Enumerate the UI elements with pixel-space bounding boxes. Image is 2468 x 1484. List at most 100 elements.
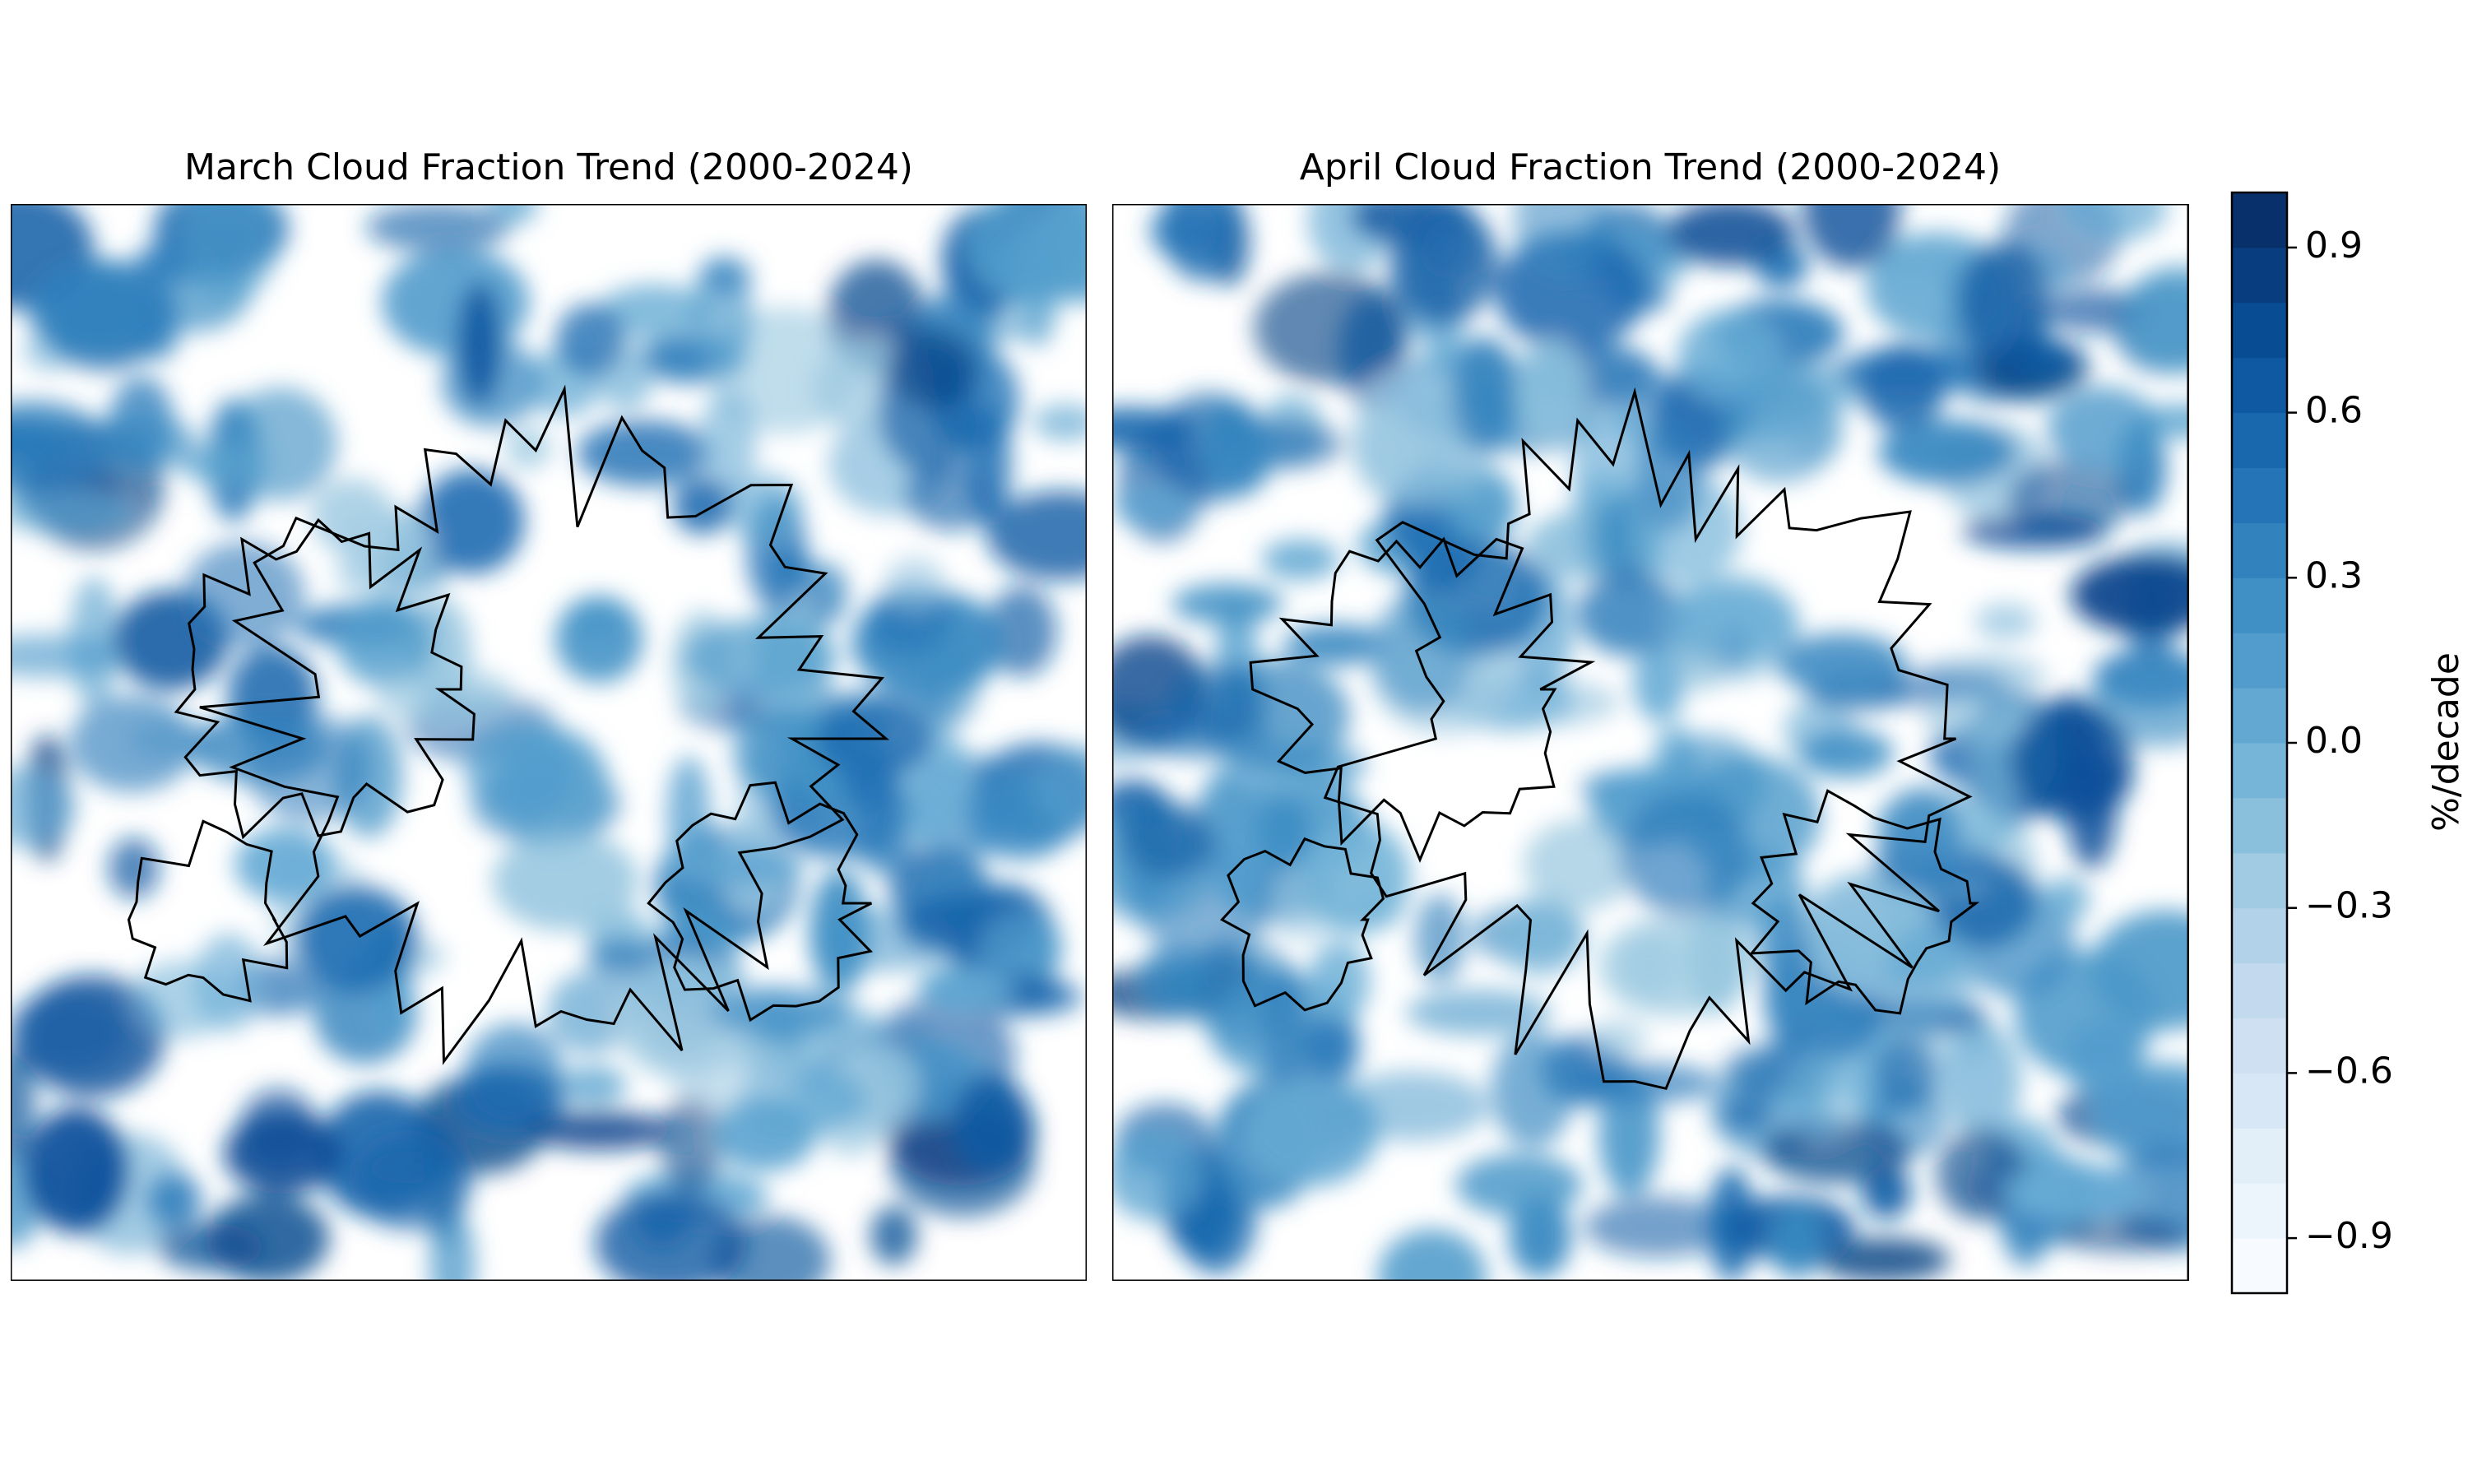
colorbar-band	[2232, 797, 2287, 854]
colorbar-tick-label: 0.9	[2305, 225, 2363, 267]
cloud-blob	[1598, 916, 1754, 1018]
map-panel	[1112, 204, 2189, 1281]
cloud-blob	[1778, 1049, 1860, 1141]
cloud-blob	[1414, 893, 1466, 985]
cloud-blob	[1377, 1229, 1487, 1281]
cloud-blob	[887, 327, 976, 409]
cloud-blob	[870, 1205, 918, 1265]
coastline	[199, 384, 890, 1065]
cloud-blob	[1263, 966, 1307, 1091]
cloud-blob	[554, 596, 643, 684]
cloud-blob	[726, 473, 804, 545]
colorbar-band	[2232, 962, 2287, 1018]
colorbar-band	[2232, 577, 2287, 633]
cloud-blob	[1958, 241, 2049, 367]
cloud-blob	[486, 204, 538, 225]
cloud-blob	[672, 478, 732, 535]
cloud-blob	[1137, 945, 1210, 1018]
map-title: March Cloud Fraction Trend (2000-2024)	[184, 146, 913, 188]
colorbar-tick-label: 0.6	[2305, 390, 2363, 432]
cloud-blob	[11, 634, 124, 678]
cloud-blob	[2059, 204, 2168, 243]
cloud-blob	[24, 1107, 128, 1234]
map-title: April Cloud Fraction Trend (2000-2024)	[1300, 146, 2001, 188]
cloud-blob	[597, 284, 710, 340]
cloud-blob	[1497, 895, 1586, 977]
cloud-blob	[1308, 940, 1371, 1023]
cloud-blob	[810, 869, 870, 995]
colorbar-band	[2232, 1073, 2287, 1129]
cloud-blob	[1515, 337, 1588, 443]
colorbar-band	[2232, 852, 2287, 909]
colorbar-band	[2232, 522, 2287, 578]
colorbar-band	[2232, 412, 2287, 468]
cloud-blob	[349, 1131, 473, 1231]
colorbar-tick-label: −0.6	[2305, 1050, 2393, 1092]
cloud-blob	[2090, 910, 2189, 1031]
cloud-blob	[224, 387, 338, 501]
cloud-blob	[129, 960, 232, 1039]
cloud-blob	[1455, 1153, 1583, 1217]
cloud-blob	[1301, 820, 1411, 935]
cloud-blob	[1255, 795, 1313, 868]
cloud-blob	[178, 445, 270, 484]
cloud-blob	[670, 1039, 796, 1112]
cloud-blob	[81, 414, 198, 471]
colorbar-band	[2232, 743, 2287, 799]
cloud-blob	[986, 586, 1057, 677]
cloud-blob	[1120, 800, 1215, 877]
cloud-blob	[1816, 1237, 1951, 1281]
cloud-blob	[1513, 204, 1612, 281]
cloud-blob	[1585, 499, 1636, 576]
coastline	[647, 781, 874, 1023]
cloud-blob	[1974, 603, 2037, 640]
cloud-blob	[1635, 423, 1704, 531]
cloud-blob	[1871, 236, 1953, 285]
cloud-blob	[1633, 642, 1686, 722]
cloud-blob	[711, 986, 851, 1037]
cloud-blob	[1261, 539, 1339, 581]
cloud-blob	[234, 828, 336, 902]
map-panel	[11, 204, 1087, 1281]
cloud-blob	[2065, 738, 2118, 870]
cloud-blob	[1859, 343, 1946, 431]
cloud-blob	[1620, 791, 1750, 917]
cloud-blob	[11, 401, 110, 494]
cloud-blob	[1204, 398, 1256, 437]
cloud-blob	[26, 258, 176, 358]
cloud-blob	[1777, 633, 1907, 696]
cloud-blob	[977, 910, 1064, 987]
cloud-blob	[1524, 819, 1637, 911]
cloud-blob	[1660, 583, 1799, 661]
colorbar-band	[2232, 1238, 2287, 1294]
coastline	[174, 517, 476, 840]
cloud-blob	[952, 1074, 1032, 1175]
cloud-blob	[699, 257, 753, 295]
cloud-blob	[1336, 1071, 1490, 1142]
cloud-blob	[365, 204, 511, 253]
cloud-blob	[2121, 265, 2189, 374]
coastline	[1323, 387, 1973, 1091]
cloud-blob	[547, 972, 633, 1055]
colorbar-band	[2232, 688, 2287, 744]
cloud-blob	[1405, 989, 1552, 1036]
cloud-blob	[1942, 1023, 2022, 1139]
cloud-blob	[189, 712, 331, 783]
colorbar-tick-label: −0.9	[2305, 1215, 2393, 1257]
cloud-blob	[1923, 687, 2031, 744]
cloud-blob	[419, 469, 525, 574]
coastline	[1249, 536, 1596, 863]
colorbar-tick-label: 0.3	[2305, 554, 2363, 596]
cloud-blob	[2007, 460, 2132, 538]
cloud-blob	[1371, 591, 1473, 714]
cloud-blob	[11, 1049, 36, 1159]
cloud-blob	[1162, 204, 1244, 282]
cloud-blob	[146, 1173, 202, 1228]
cloud-blob	[295, 885, 418, 992]
cloud-blob	[376, 666, 514, 727]
cloud-blob	[1587, 1019, 1648, 1060]
cloud-blob	[1112, 484, 1197, 529]
cloud-blob	[1167, 664, 1267, 742]
cloud-blob	[1719, 370, 1841, 484]
cloud-blob	[1875, 1036, 1937, 1111]
